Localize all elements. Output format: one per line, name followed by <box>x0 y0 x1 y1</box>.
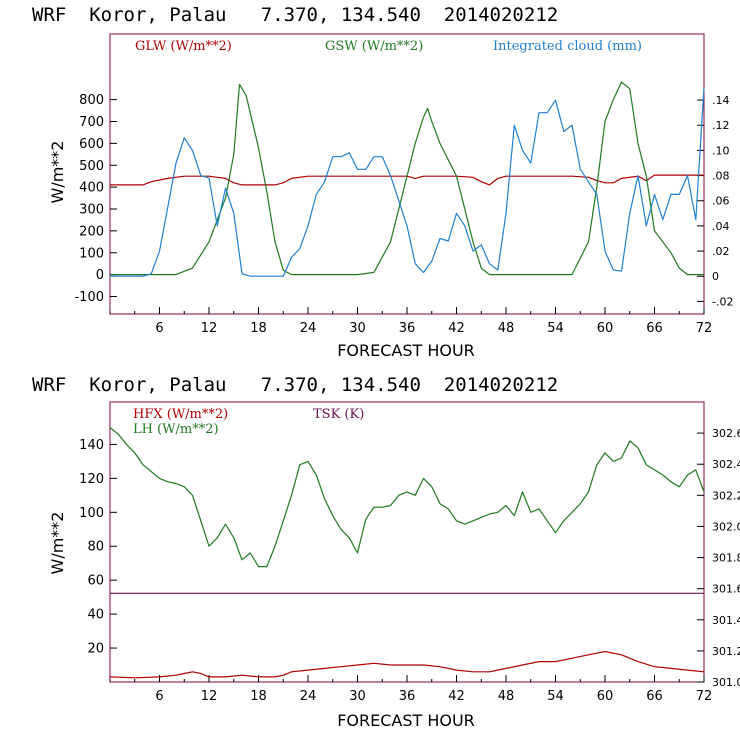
y2-tick-label: .04 <box>712 220 730 233</box>
x-tick-label: 42 <box>448 689 465 704</box>
legend-lh: LH (W/m**2) <box>133 422 219 437</box>
y2-tick-label: 301.4 <box>712 614 740 627</box>
y-tick-label: 100 <box>79 506 104 521</box>
x-tick-label: 30 <box>349 321 366 336</box>
legend-tsk: TSK (K) <box>313 407 364 422</box>
chart-panel-1: WRF Koror, Palau 7.370, 134.540 20140202… <box>32 4 733 360</box>
y2-tick-label: 302.6 <box>712 427 740 440</box>
legend-gsw: GSW (W/m**2) <box>325 39 423 54</box>
x-tick-label: 72 <box>696 321 713 336</box>
y2-tick-label: .14 <box>712 94 730 107</box>
x-tick-label: 36 <box>399 321 416 336</box>
x-tick-label: 42 <box>448 321 465 336</box>
x-tick-label: 66 <box>646 321 663 336</box>
y2-tick-label: -.02 <box>712 295 733 308</box>
x-tick-label: 36 <box>399 689 416 704</box>
series-line-integrated <box>110 87 705 277</box>
y-tick-label: 200 <box>79 224 104 239</box>
y2-tick-label: 0 <box>712 270 719 283</box>
legend-glw: GLW (W/m**2) <box>135 39 232 54</box>
series-line-lh <box>109 427 705 568</box>
y-tick-label: 20 <box>87 642 104 657</box>
y2-tick-label: 302.2 <box>712 489 740 502</box>
y-tick-label: -100 <box>74 290 104 305</box>
x-tick-label: 48 <box>498 321 515 336</box>
y2-tick-label: 302.4 <box>712 458 740 471</box>
x-tick-label: 24 <box>300 689 317 704</box>
chart-panel-2: WRF Koror, Palau 7.370, 134.540 20140202… <box>32 374 740 730</box>
x-tick-label: 48 <box>498 689 515 704</box>
y-tick-label: 0 <box>96 268 104 283</box>
y2-tick-label: 301.6 <box>712 583 740 596</box>
y2-tick-label: .06 <box>712 195 730 208</box>
x-tick-label: 6 <box>155 321 163 336</box>
legend-hfx: HFX (W/m**2) <box>133 407 228 422</box>
x-tick-label: 60 <box>597 689 614 704</box>
chart-1-xlabel: FORECAST HOUR <box>337 341 475 360</box>
x-tick-label: 18 <box>250 321 267 336</box>
y-tick-label: 600 <box>79 137 104 152</box>
y2-tick-label: .02 <box>712 245 730 258</box>
y2-tick-label: .08 <box>712 170 730 183</box>
chart-1-series <box>110 81 705 277</box>
y-tick-label: 800 <box>79 93 104 108</box>
series-line-glw <box>110 174 704 186</box>
chart-2-xlabel: FORECAST HOUR <box>337 711 475 730</box>
y-tick-label: 700 <box>79 115 104 130</box>
y-tick-label: 400 <box>79 181 104 196</box>
y2-tick-label: 301.2 <box>712 645 740 658</box>
chart-2-axes: 6 12 18 24 30 36 42 48 54 60 66 72 20 40 60 80 100 120 140… <box>79 427 740 704</box>
x-tick-label: 54 <box>547 689 564 704</box>
chart-2-ylabel: W/m**2 <box>48 512 67 575</box>
chart-1-ylabel: W/m**2 <box>48 141 67 204</box>
y2-tick-label: 301.8 <box>712 552 740 565</box>
y2-tick-label: 301.0 <box>712 676 740 689</box>
x-tick-label: 66 <box>646 689 663 704</box>
y-tick-label: 60 <box>87 574 104 589</box>
series-line-hfx <box>109 650 705 679</box>
chart-2-series <box>109 427 705 679</box>
chart-1-axes: 6 12 18 24 30 36 42 48 54 60 66 72 -100 0 100 200 300 400… <box>74 93 733 336</box>
chart-2-frame <box>109 401 705 683</box>
x-tick-label: 12 <box>201 321 218 336</box>
y-tick-label: 300 <box>79 203 104 218</box>
chart-2-title: WRF Koror, Palau 7.370, 134.540 20140202… <box>32 374 558 396</box>
y2-tick-label: .10 <box>712 144 730 157</box>
x-tick-label: 60 <box>597 321 614 336</box>
x-tick-label: 72 <box>696 689 713 704</box>
y2-tick-label: .12 <box>712 119 730 132</box>
x-tick-label: 24 <box>300 321 317 336</box>
x-tick-label: 54 <box>547 321 564 336</box>
legend-cloud: Integrated cloud (mm) <box>493 39 642 54</box>
y-tick-label: 500 <box>79 159 104 174</box>
y-tick-label: 80 <box>87 540 104 555</box>
chart-1-title: WRF Koror, Palau 7.370, 134.540 20140202… <box>32 4 558 26</box>
y-tick-label: 140 <box>79 438 104 453</box>
x-tick-label: 6 <box>155 689 163 704</box>
y2-tick-label: 302.0 <box>712 520 740 533</box>
y-tick-label: 100 <box>79 246 104 261</box>
y-tick-label: 120 <box>79 472 104 487</box>
x-tick-label: 12 <box>201 689 218 704</box>
x-tick-label: 30 <box>349 689 366 704</box>
series-line-gsw <box>110 81 704 276</box>
y-tick-label: 40 <box>87 608 104 623</box>
x-tick-label: 18 <box>250 689 267 704</box>
